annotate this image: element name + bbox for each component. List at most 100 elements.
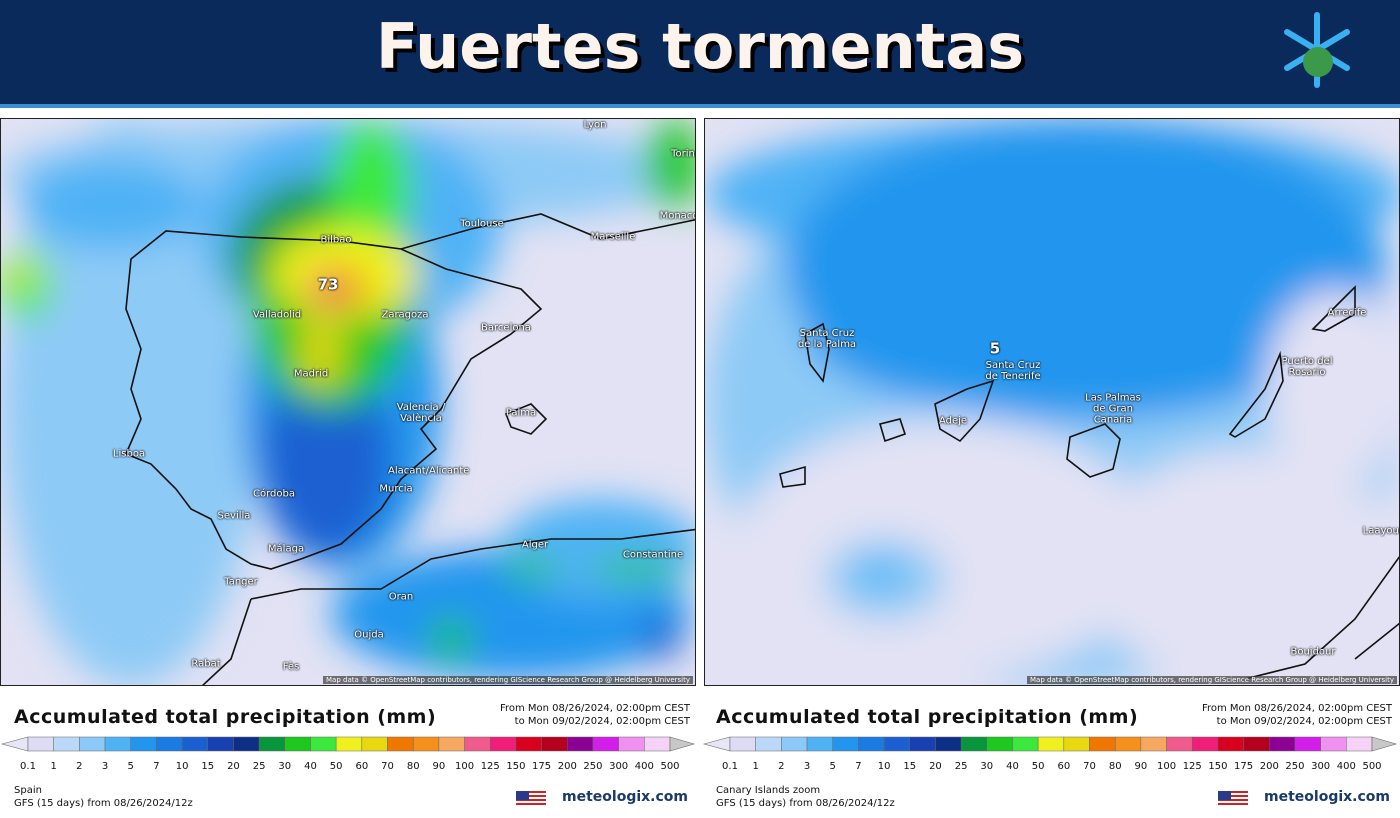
coastline xyxy=(1311,285,1356,332)
scale-box xyxy=(361,736,388,752)
scale-tick-label: 2 xyxy=(76,761,82,772)
scale-box xyxy=(567,736,594,752)
scale-box xyxy=(1217,736,1244,752)
scale-tick-label: 70 xyxy=(381,761,394,772)
scale-tick-label: 125 xyxy=(1183,761,1202,772)
scale-tick-label: 0.1 xyxy=(20,761,36,772)
scale-box xyxy=(986,736,1013,752)
scale-box xyxy=(515,736,542,752)
precip-area xyxy=(261,359,391,559)
header: Fuertes tormentas xyxy=(0,0,1400,108)
precip-area xyxy=(1,119,261,685)
map-label: Lyon xyxy=(583,119,607,131)
scale-box xyxy=(438,736,465,752)
map-canvas xyxy=(1,119,695,685)
coastline xyxy=(878,418,907,443)
map-label: Marseille xyxy=(590,231,636,243)
flag xyxy=(516,791,546,807)
scale-box xyxy=(1346,736,1373,752)
period-line: From Mon 08/26/2024, 02:00pm CEST xyxy=(1201,703,1392,714)
scale-tick-label: 15 xyxy=(903,761,916,772)
map-label: Murcia xyxy=(379,483,413,495)
region: Canary Islands zoom xyxy=(716,785,821,796)
run-info: Canary Islands zoom GFS (15 days) from 08… xyxy=(716,784,895,810)
scale-tick-label: 70 xyxy=(1083,761,1096,772)
scale-tick-label: 10 xyxy=(878,761,891,772)
map-canary: Santa Cruz de la Palma 5 Santa Cruz de Ten… xyxy=(704,118,1400,686)
map-label: Córdoba xyxy=(253,488,295,500)
scale-arrow-left xyxy=(702,736,731,752)
scale-box xyxy=(858,736,885,752)
scale-tick-label: 25 xyxy=(253,761,266,772)
scale-tick-label: 400 xyxy=(635,761,654,772)
scale-box xyxy=(412,736,440,752)
scale-box xyxy=(156,736,183,752)
scale-box xyxy=(644,736,671,752)
scale-tick-label: 200 xyxy=(1260,761,1279,772)
title: Fuertes tormentas xyxy=(375,10,1025,83)
legend-title: Accumulated total precipitation (mm) xyxy=(14,706,437,728)
precip-area xyxy=(501,559,561,579)
map-label: Valladolid xyxy=(252,309,302,321)
scale-tick-label: 20 xyxy=(227,761,240,772)
scale-tick-label: 60 xyxy=(355,761,368,772)
map-label: Alacant/Alicante xyxy=(388,465,470,477)
precip-area xyxy=(16,259,36,289)
scale-box xyxy=(489,736,517,752)
map-label: Sevilla xyxy=(217,510,251,522)
coastline xyxy=(804,322,830,383)
scale-tick-label: 60 xyxy=(1057,761,1070,772)
coastline xyxy=(1066,423,1121,478)
scale-tick-label: 100 xyxy=(1157,761,1176,772)
precip-area xyxy=(431,619,471,659)
brand: meteologix.com xyxy=(1264,789,1390,805)
scale-box xyxy=(1037,736,1065,752)
precip-layer xyxy=(1,119,695,685)
map-label: Boujdour xyxy=(1290,646,1336,658)
period: From Mon 08/26/2024, 02:00pm CEST to Mon … xyxy=(500,702,690,728)
scale-tick-label: 200 xyxy=(558,761,577,772)
scale-tick-label: 80 xyxy=(407,761,420,772)
scale-tick-label: 5 xyxy=(830,761,836,772)
map-label: Constantine xyxy=(622,549,684,561)
map-label: Oujda xyxy=(354,629,384,641)
precip-area xyxy=(316,279,341,299)
scale-box xyxy=(258,736,286,752)
map-label: Santa Cruz de la Palma xyxy=(797,328,857,350)
scale-box xyxy=(284,736,311,752)
map-label: Monaco xyxy=(659,210,696,222)
run-info: Spain GFS (15 days) from 08/26/2024/12z xyxy=(14,784,193,810)
coastline xyxy=(201,598,252,685)
scale-tick-label: 7 xyxy=(855,761,861,772)
map-label: Lisboa xyxy=(112,448,146,460)
period: From Mon 08/26/2024, 02:00pm CEST to Mon … xyxy=(1202,702,1392,728)
attribution: Map data © OpenStreetMap contributors, r… xyxy=(1027,676,1397,684)
scale-box xyxy=(130,736,157,752)
scale-arrow-left xyxy=(0,736,29,752)
scale-tick-label: 80 xyxy=(1109,761,1122,772)
scale-tick-label: 150 xyxy=(506,761,525,772)
scale-tick-label: 175 xyxy=(1234,761,1253,772)
map-label: Laayoune xyxy=(1362,525,1399,537)
legend-title: Accumulated total precipitation (mm) xyxy=(716,706,1139,728)
scale-tick-label: 1 xyxy=(752,761,758,772)
scale-box xyxy=(1114,736,1142,752)
model: GFS (15 days) from 08/26/2024/12z xyxy=(716,798,895,809)
scale-tick-label: 30 xyxy=(980,761,993,772)
coastline xyxy=(1244,556,1399,680)
scale-box xyxy=(464,736,491,752)
color-scale: 0.1 1 2 3 5 7 10 15 20 25 30 40 50 60 70 80 90 100 125 150 1… xyxy=(0,736,696,772)
map-label: Valencia / València xyxy=(396,402,446,424)
coastline xyxy=(1228,350,1284,438)
scale-box xyxy=(1089,736,1116,752)
scale-box xyxy=(104,736,131,752)
map-label: Arrecife xyxy=(1327,307,1367,319)
flag xyxy=(1218,791,1248,807)
scale-tick-label: 500 xyxy=(660,761,679,772)
scale-tick-label: 50 xyxy=(1032,761,1045,772)
brand: meteologix.com xyxy=(562,789,688,805)
precip-area xyxy=(591,559,681,579)
scale-box xyxy=(909,736,936,752)
logo xyxy=(1284,12,1350,88)
legend: Accumulated total precipitation (mm) From… xyxy=(0,690,696,817)
